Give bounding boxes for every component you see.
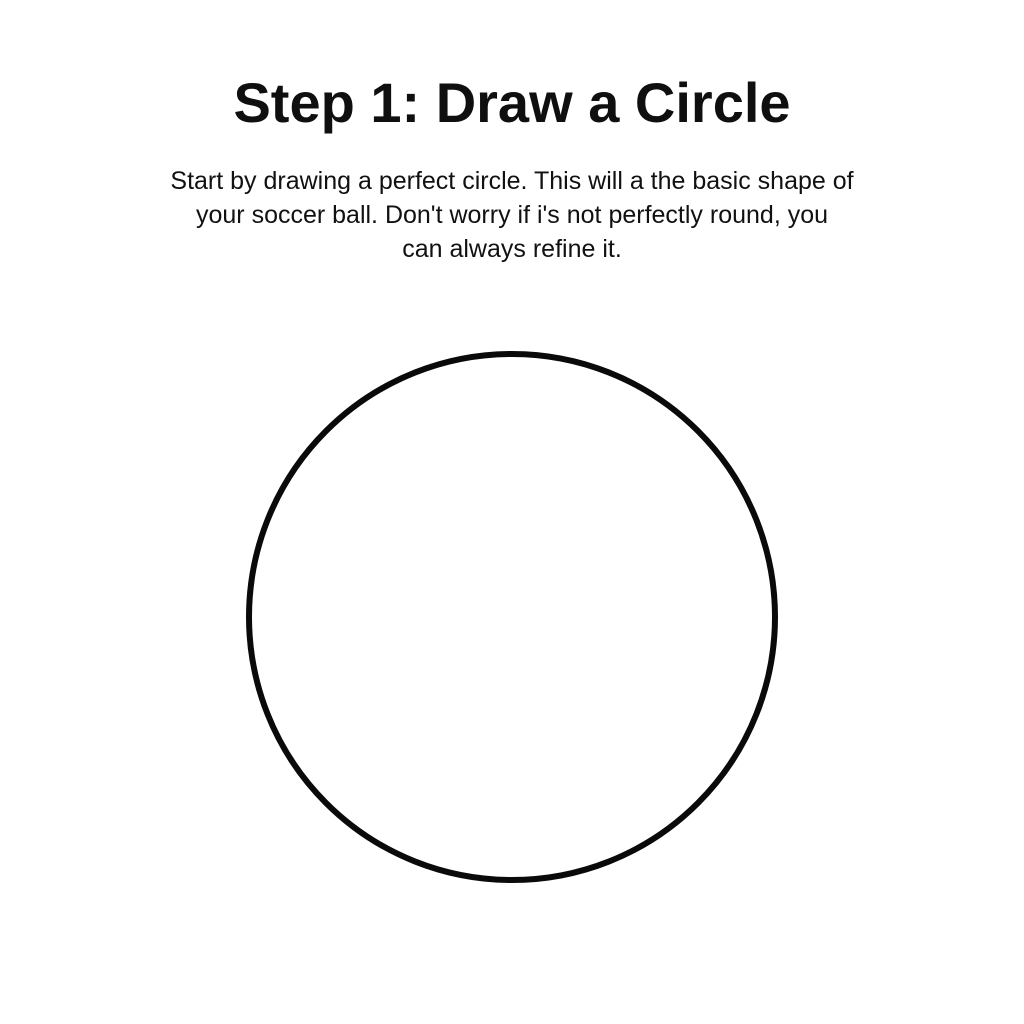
- circle-drawing: [246, 351, 778, 883]
- step-description-line-2: your soccer ball. Don't worry if i's not…: [195, 201, 829, 229]
- step-description: Start by drawing a perfect circle. This …: [0, 164, 1024, 266]
- circle-illustration: [232, 340, 792, 900]
- step-description-line-3: can always refine it.: [402, 235, 622, 263]
- step-title: Step 1: Draw a Circle: [233, 71, 791, 134]
- circle-outline: [246, 351, 778, 883]
- step-description-line-1: Start by drawing a perfect circle. This …: [170, 167, 854, 195]
